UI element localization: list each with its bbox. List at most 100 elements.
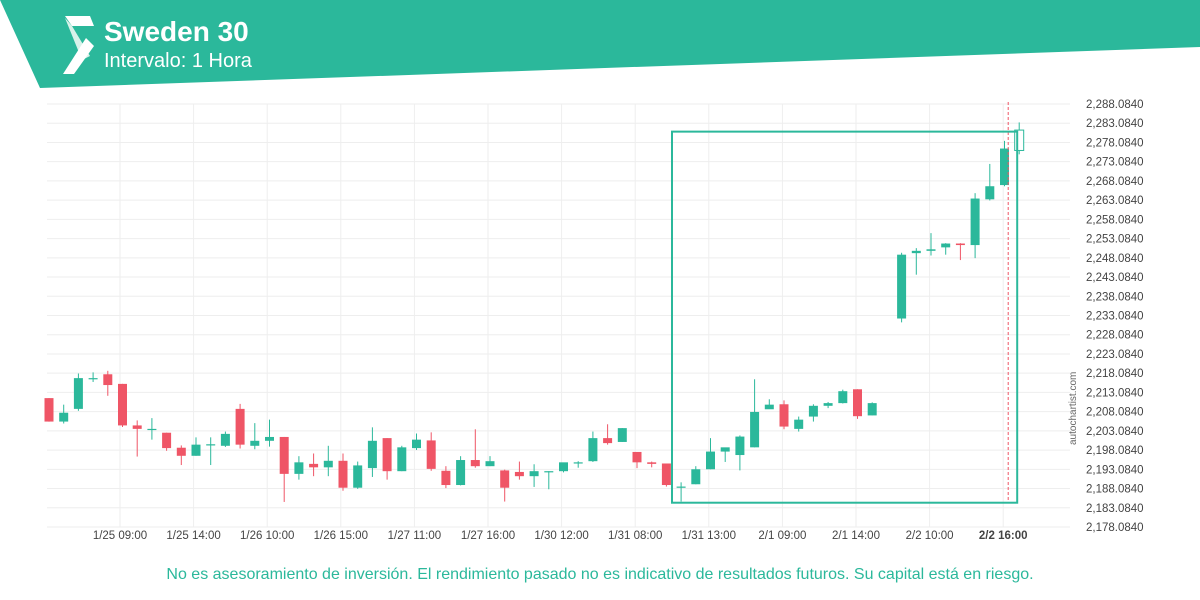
candle-body (588, 438, 598, 462)
y-tick-label: 2,233.0840 (1086, 311, 1144, 323)
y-axis: 2,288.0840 2,283.0840 2,278.0840 2,273.0840… (1086, 99, 1144, 534)
candle (661, 463, 671, 487)
candle-body (250, 440, 260, 446)
y-tick-label: 2,238.0840 (1086, 291, 1144, 303)
candle (103, 370, 113, 396)
candle (735, 435, 745, 471)
candle (853, 389, 862, 419)
candle-body (382, 438, 392, 472)
y-tick-label: 2,273.0840 (1086, 157, 1144, 169)
candle (794, 416, 804, 432)
y-tick-label: 2,248.0840 (1086, 253, 1144, 265)
candle-body (632, 451, 642, 463)
x-tick-label: 1/27 11:00 (388, 530, 442, 542)
candle (1014, 122, 1025, 155)
candle (118, 383, 127, 427)
candle (838, 389, 848, 404)
candle-body (441, 470, 451, 486)
candle (573, 461, 583, 468)
candle (676, 482, 686, 502)
candle (926, 233, 936, 256)
y-tick-label: 2,253.0840 (1086, 234, 1144, 246)
y-tick-label: 2,178.0840 (1086, 522, 1144, 534)
y-tick-label: 2,208.0840 (1086, 407, 1144, 419)
candle (147, 418, 157, 440)
candle (647, 461, 657, 468)
candle (382, 438, 392, 480)
x-tick-label: 1/25 09:00 (93, 530, 147, 542)
candle-body (220, 433, 230, 446)
y-tick-label: 2,213.0840 (1086, 387, 1144, 399)
candle (500, 469, 510, 502)
candle-body (426, 440, 436, 469)
candle-body (265, 436, 274, 441)
y-tick-label: 2,288.0840 (1086, 99, 1144, 111)
candle-body (118, 383, 127, 426)
interval-subtitle: Intervalo: 1 Hora (104, 50, 252, 72)
y-tick-label: 2,218.0840 (1086, 368, 1144, 380)
disclaimer: No es asesoramiento de inversión. El ren… (166, 566, 1034, 583)
candle-body (1014, 129, 1025, 151)
y-tick-label: 2,188.0840 (1086, 484, 1144, 496)
y-tick-label: 2,228.0840 (1086, 330, 1144, 342)
candle-body (941, 243, 951, 248)
candle-body (573, 462, 583, 464)
candle (191, 437, 201, 456)
candle-body (985, 186, 995, 200)
autochartist-logo-icon (60, 16, 98, 79)
candle (823, 401, 833, 409)
candle (764, 399, 774, 410)
y-tick-label: 2,183.0840 (1086, 503, 1144, 515)
header-banner (0, 0, 1200, 90)
candle (206, 437, 216, 466)
candle-body (853, 389, 862, 417)
candle-body (485, 461, 495, 467)
candle-body (470, 460, 480, 467)
candle (367, 427, 377, 477)
y-tick-label: 2,243.0840 (1086, 272, 1144, 284)
candle-body (529, 471, 539, 477)
candle (808, 404, 818, 422)
candle-body (559, 462, 568, 472)
candle-body (44, 398, 54, 422)
candle-body (73, 378, 83, 409)
x-tick-label: 1/25 14:00 (166, 530, 220, 542)
candle-body (323, 460, 333, 468)
candle-body (397, 447, 407, 472)
candle-body (514, 471, 524, 477)
candle (73, 373, 83, 411)
candle (44, 398, 54, 422)
y-tick-label: 2,263.0840 (1086, 195, 1144, 207)
candle (88, 372, 98, 382)
candle (867, 402, 877, 416)
candle (426, 432, 436, 471)
candle-body (750, 411, 760, 448)
candle-body (911, 250, 921, 254)
candle (632, 451, 642, 469)
candle-body (279, 436, 289, 474)
x-tick-label: 1/30 12:00 (534, 530, 588, 542)
candle (911, 248, 921, 275)
candle (485, 456, 495, 467)
candle (470, 429, 480, 468)
candle (559, 462, 568, 473)
pattern-rectangle (671, 130, 1019, 504)
candle (955, 243, 965, 261)
candle-body (191, 444, 201, 456)
candle-body (926, 249, 936, 251)
candle (338, 453, 348, 491)
candle (617, 428, 627, 442)
candle-body (794, 419, 804, 429)
candle (514, 461, 524, 480)
candle (603, 424, 613, 445)
candle-body (661, 463, 671, 486)
y-tick-label: 2,258.0840 (1086, 214, 1144, 226)
grid (47, 103, 1070, 528)
x-tick-label: 1/26 15:00 (314, 530, 368, 542)
candle-body (59, 412, 69, 422)
candle-body (412, 439, 421, 449)
candle-body (867, 403, 877, 416)
candle-body (309, 463, 319, 468)
candle (779, 400, 789, 430)
